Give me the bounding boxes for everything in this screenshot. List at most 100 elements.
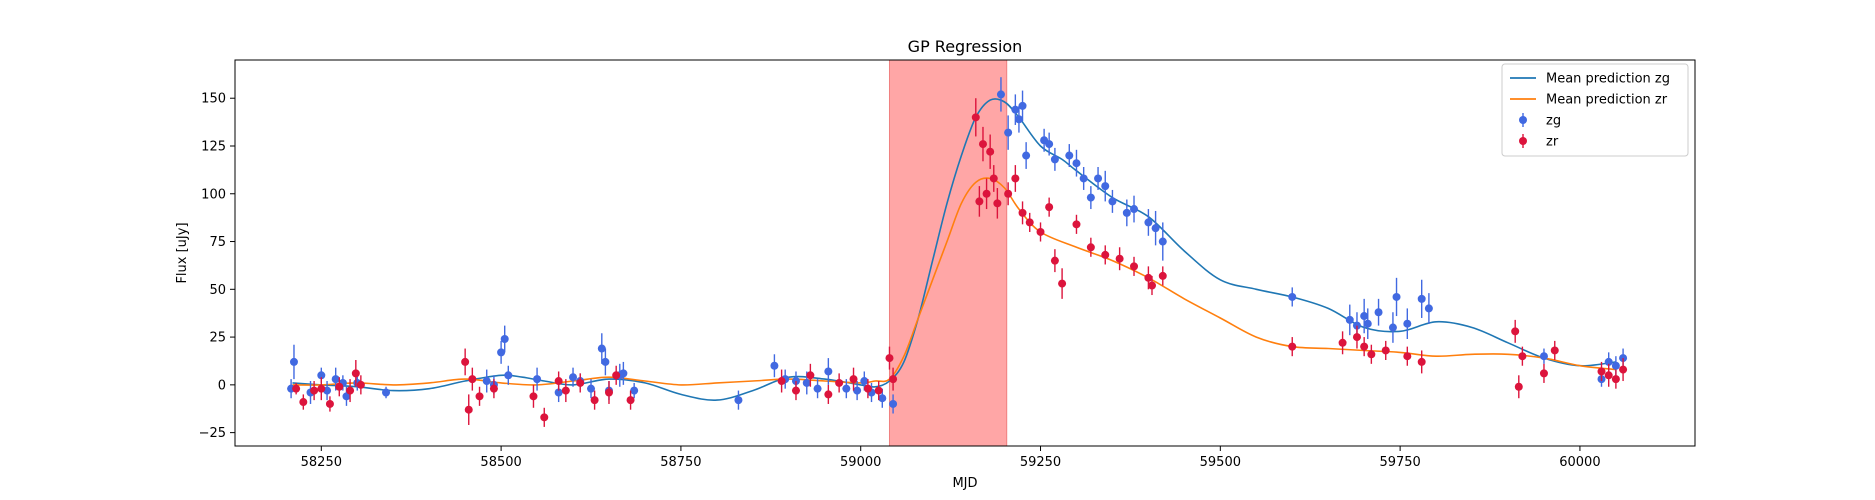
zr-data-point xyxy=(489,384,498,393)
zr-data-point xyxy=(335,382,344,391)
zg-data-point xyxy=(1130,205,1139,214)
zr-data-point xyxy=(1539,369,1548,378)
zr-data-point xyxy=(1381,346,1390,355)
zg-data-point xyxy=(619,369,628,378)
zg-data-point xyxy=(587,384,596,393)
zg-data-point xyxy=(1050,155,1059,164)
zr-data-point xyxy=(1025,218,1034,227)
zr-data-point xyxy=(464,405,473,414)
zr-data-point xyxy=(1550,346,1559,355)
zg-data-point xyxy=(1094,174,1103,183)
zr-data-point xyxy=(1511,327,1520,336)
y-tick-label: 100 xyxy=(201,187,226,202)
zg-data-point xyxy=(1144,218,1153,227)
zg-data-point xyxy=(1108,197,1117,206)
zr-data-point xyxy=(1619,365,1628,374)
zg-data-point xyxy=(1072,159,1081,168)
zg-data-point xyxy=(630,386,639,395)
zg-data-point xyxy=(482,377,491,386)
zr-data-point xyxy=(299,398,308,407)
x-tick-label: 59250 xyxy=(1020,455,1061,470)
zr-data-point xyxy=(1417,357,1426,366)
zg-data-point xyxy=(889,399,898,408)
zr-data-point xyxy=(1518,352,1527,361)
zg-data-point xyxy=(1079,174,1088,183)
zg-data-point xyxy=(1388,323,1397,332)
zg-data-point xyxy=(569,373,578,382)
zg-data-point xyxy=(504,371,513,380)
zg-data-point xyxy=(860,377,869,386)
zg-data-point xyxy=(1018,101,1027,110)
zg-data-point xyxy=(601,357,610,366)
legend-label: zg xyxy=(1546,114,1561,129)
y-tick-label: 50 xyxy=(209,283,226,298)
mean-prediction-zr-line xyxy=(292,177,1616,386)
zg-data-point xyxy=(1014,115,1023,124)
y-tick-label: 75 xyxy=(209,235,226,250)
zr-data-point xyxy=(863,384,872,393)
zr-data-point xyxy=(1101,250,1110,259)
zr-data-point xyxy=(351,369,360,378)
zr-data-point xyxy=(1086,243,1095,252)
zr-data-point xyxy=(540,413,549,422)
y-axis-label: Flux [uJy] xyxy=(175,222,190,283)
zg-data-point xyxy=(996,90,1005,99)
zr-data-point xyxy=(356,380,365,389)
zg-data-point xyxy=(533,375,542,384)
zg-data-point xyxy=(802,378,811,387)
zg-data-point xyxy=(1045,140,1054,149)
zr-data-point xyxy=(978,140,987,149)
zr-data-point xyxy=(1403,352,1412,361)
zg-data-point xyxy=(1101,182,1110,191)
x-tick-label: 59750 xyxy=(1379,455,1420,470)
zr-data-point xyxy=(1360,342,1369,351)
zr-data-point xyxy=(1072,220,1081,229)
zr-data-point xyxy=(317,384,326,393)
shaded-region-layer xyxy=(888,59,1008,447)
x-tick-label: 59000 xyxy=(840,455,881,470)
zr-data-point xyxy=(1147,281,1156,290)
zg-data-point xyxy=(597,344,606,353)
zg-data-point xyxy=(1392,292,1401,301)
zr-data-point xyxy=(1058,279,1067,288)
x-axis-label: MJD xyxy=(952,476,977,491)
zr-data-point xyxy=(346,386,355,395)
zr-data-point xyxy=(475,392,484,401)
zr-data-point xyxy=(1158,271,1167,280)
zr-data-point xyxy=(529,392,538,401)
zg-data-point xyxy=(331,375,340,384)
zr-data-point xyxy=(1514,382,1523,391)
zg-data-point xyxy=(554,388,563,397)
zr-data-point xyxy=(993,199,1002,208)
zg-data-point xyxy=(1022,151,1031,160)
x-tick-label: 59500 xyxy=(1200,455,1241,470)
zr-data-point xyxy=(806,371,815,380)
zg-data-point xyxy=(734,396,743,405)
zg-data-point xyxy=(342,392,351,401)
zr-data-point xyxy=(874,386,883,395)
zr-data-point xyxy=(791,386,800,395)
zg-data-point xyxy=(1604,357,1613,366)
zr-data-point xyxy=(561,386,570,395)
zr-data-point xyxy=(1050,256,1059,265)
legend-symbol xyxy=(1519,113,1527,127)
zg-data-point xyxy=(1345,315,1354,324)
legend-symbol xyxy=(1519,134,1527,148)
zr-data-point xyxy=(835,378,844,387)
zr-data-point xyxy=(292,384,301,393)
zr-data-point xyxy=(612,371,621,380)
zr-data-point xyxy=(975,197,984,206)
x-tick-label: 60000 xyxy=(1559,455,1600,470)
zg-data-point xyxy=(382,388,391,397)
zg-data-point xyxy=(1403,319,1412,328)
zr-data-point xyxy=(1338,338,1347,347)
zg-data-point xyxy=(289,357,298,366)
zr-data-point xyxy=(1367,350,1376,359)
zg-data-point xyxy=(1363,319,1372,328)
series-zr-points xyxy=(292,98,1628,427)
zr-data-point xyxy=(1115,254,1124,263)
zg-data-point xyxy=(1374,308,1383,317)
zg-data-point xyxy=(1611,361,1620,370)
zg-data-point xyxy=(1539,352,1548,361)
